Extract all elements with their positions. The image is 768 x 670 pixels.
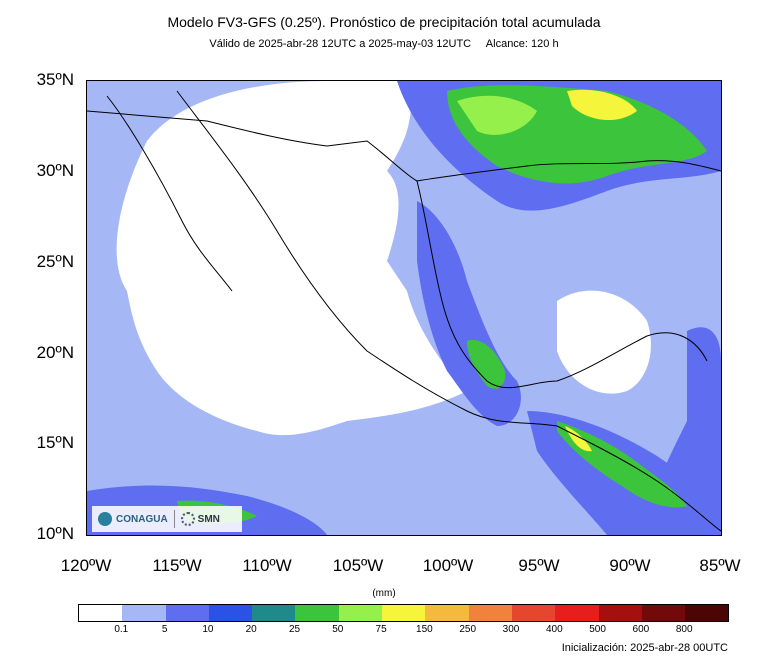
color-scale-cell — [685, 605, 729, 621]
color-scale-label: 25 — [288, 624, 301, 635]
color-scale-label: 600 — [632, 624, 650, 635]
lon-label-110w: 110ºW — [242, 556, 292, 575]
color-scale-cell — [382, 605, 426, 621]
lat-label-10: 10ºN — [36, 524, 74, 543]
color-scale-label: 400 — [545, 624, 563, 635]
color-scale-cell — [165, 605, 209, 621]
map-title: Modelo FV3-GFS (0.25º). Pronóstico de pr… — [167, 14, 601, 30]
color-scale-cell — [252, 605, 296, 621]
color-scale-label: 75 — [375, 624, 387, 635]
conagua-logo-text: CONAGUA — [116, 513, 168, 525]
border-us-mexico — [87, 110, 418, 182]
color-scale-cell — [122, 605, 166, 621]
lon-label-85w: 85ºW — [699, 556, 741, 575]
map-subtitle: Válido de 2025-abr-28 12UTC a 2025-may-0… — [209, 38, 559, 50]
lat-label-35: 35ºN — [36, 70, 74, 89]
color-scale-cell — [555, 605, 599, 621]
coastline-us-gulf — [416, 160, 721, 182]
logos-panel: CONAGUA SMN — [92, 506, 242, 532]
legend-units: (mm) — [372, 588, 396, 599]
coastline-pacific-central — [556, 425, 721, 532]
color-scale-label: 0.1 — [114, 624, 129, 635]
color-scale-label: 50 — [332, 624, 344, 635]
color-scale-label: 300 — [502, 624, 520, 635]
color-scale-cell — [79, 605, 123, 621]
color-scale-cell — [425, 605, 469, 621]
color-scale-label: 800 — [675, 624, 693, 635]
lat-label-20: 20ºN — [36, 343, 74, 362]
lon-label-100w: 100ºW — [422, 556, 474, 575]
lat-label-25: 25ºN — [36, 252, 74, 271]
lon-label-105w: 105ºW — [332, 556, 384, 575]
lon-label-90w: 90ºW — [609, 556, 651, 575]
color-scale-cell — [208, 605, 253, 621]
conagua-logo-icon — [98, 512, 112, 526]
lat-label-30: 30ºN — [36, 161, 74, 180]
logo-divider — [173, 510, 175, 528]
lon-label-120w: 120ºW — [60, 556, 112, 575]
lat-label-15: 15ºN — [36, 433, 74, 452]
lime-region-north — [457, 95, 537, 135]
color-scale-cell — [338, 605, 383, 621]
lon-label-95w: 95ºW — [518, 556, 560, 575]
coastline-mainland — [176, 90, 558, 427]
color-scale-cell — [511, 605, 556, 621]
dry-region — [116, 81, 467, 436]
precipitation-map[interactable] — [86, 80, 722, 536]
smn-logo-text: SMN — [197, 513, 220, 525]
color-scale — [78, 604, 730, 622]
color-scale-label: 150 — [416, 624, 433, 635]
dry-patch-gulf — [557, 290, 651, 394]
color-scale-label: 20 — [245, 624, 257, 635]
color-scale-cell — [295, 605, 339, 621]
coastline-baja — [106, 95, 233, 292]
color-scale-label: 10 — [202, 624, 214, 635]
color-scale-label: 500 — [589, 624, 606, 635]
smn-logo-icon — [180, 512, 195, 526]
color-scale-cell — [598, 605, 642, 621]
color-scale-label: 250 — [459, 624, 477, 635]
precipitation-field — [87, 81, 721, 535]
coastline-gulf — [416, 180, 708, 389]
color-scale-cell — [468, 605, 512, 621]
green-region-sierra — [467, 340, 506, 389]
yellow-region-central-america — [565, 426, 592, 452]
color-scale-label: 5 — [161, 624, 168, 635]
color-scale-cell — [641, 605, 686, 621]
dry-patch-coast — [87, 81, 127, 171]
yellow-region-north — [567, 89, 637, 121]
initialization-text: Inicialización: 2025-abr-28 00UTC — [561, 642, 728, 654]
lon-label-115w: 115ºW — [152, 556, 202, 575]
